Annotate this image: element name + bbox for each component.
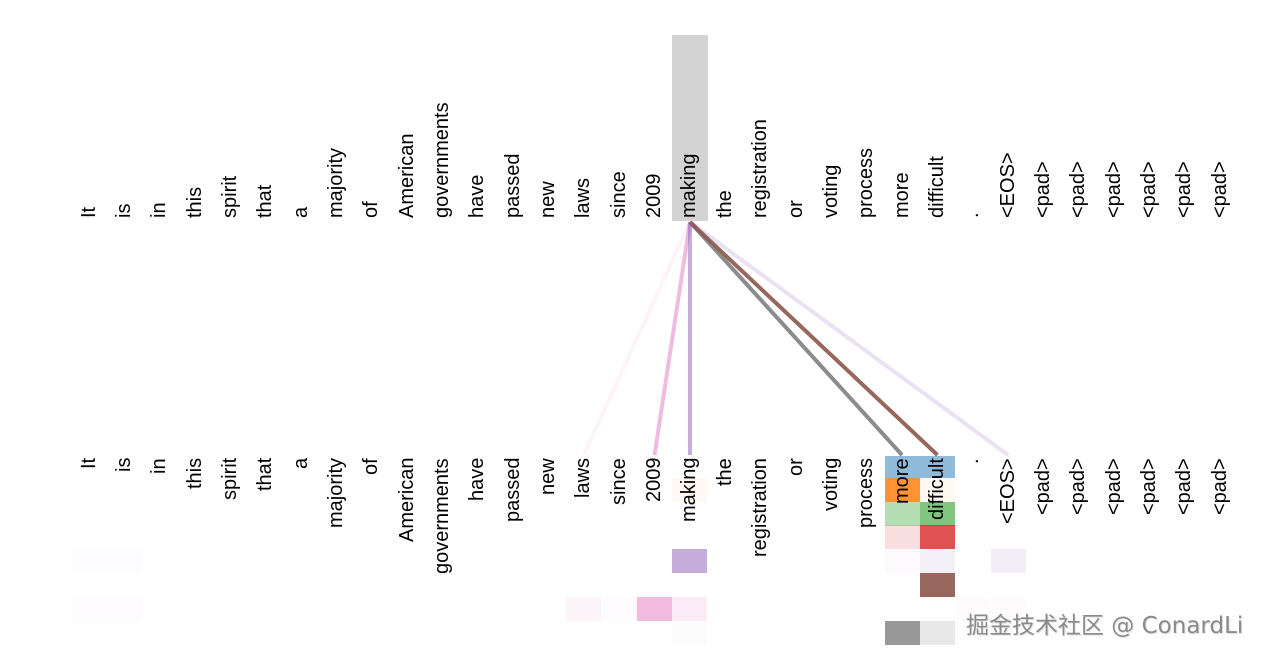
attention-cell xyxy=(672,597,708,621)
target-token[interactable]: voting xyxy=(819,458,842,512)
target-token[interactable]: this xyxy=(183,458,206,490)
target-token[interactable]: a xyxy=(289,458,312,470)
attention-line xyxy=(688,220,904,457)
attention-cell xyxy=(672,549,708,573)
source-token[interactable]: have xyxy=(466,174,489,218)
source-token[interactable]: process xyxy=(855,147,878,218)
source-token[interactable]: <pad> xyxy=(1138,161,1160,218)
attention-cell xyxy=(672,478,708,502)
source-token[interactable]: difficult xyxy=(925,156,948,218)
source-token[interactable]: . xyxy=(961,212,984,218)
target-token[interactable]: more xyxy=(890,458,913,504)
target-token[interactable]: is xyxy=(112,458,135,473)
attention-cell xyxy=(884,621,920,645)
attention-cell xyxy=(884,525,920,549)
source-token[interactable]: of xyxy=(360,201,383,218)
target-token[interactable]: spirit xyxy=(218,458,241,501)
source-token[interactable]: or xyxy=(784,200,807,218)
source-token[interactable]: making xyxy=(678,153,701,218)
target-token[interactable]: in xyxy=(148,458,171,474)
target-token[interactable]: making xyxy=(678,458,701,523)
target-token[interactable]: that xyxy=(254,458,277,492)
target-token[interactable]: 2009 xyxy=(643,458,666,503)
attention-line xyxy=(582,221,692,456)
target-token[interactable]: It xyxy=(77,458,100,470)
source-token[interactable]: more xyxy=(890,172,913,218)
source-token[interactable]: 2009 xyxy=(643,173,666,219)
source-token[interactable]: governments xyxy=(431,102,453,218)
source-token[interactable]: the xyxy=(713,190,736,218)
source-token[interactable]: <pad> xyxy=(1173,161,1196,218)
source-token[interactable]: <pad> xyxy=(1102,161,1125,218)
target-token[interactable]: since xyxy=(607,458,630,505)
source-token[interactable]: majority xyxy=(324,147,347,218)
attention-line xyxy=(688,220,1010,457)
attention-line xyxy=(688,220,939,457)
target-token[interactable]: passed xyxy=(501,458,524,523)
source-token[interactable]: spirit xyxy=(218,175,241,218)
target-token[interactable]: new xyxy=(537,458,560,495)
target-token[interactable]: the xyxy=(713,458,736,486)
attention-cell xyxy=(884,456,920,478)
target-token[interactable]: majority xyxy=(324,458,347,529)
attention-cell xyxy=(919,478,955,502)
target-token[interactable]: difficult xyxy=(925,458,948,520)
source-token[interactable]: is xyxy=(112,203,135,218)
target-token[interactable]: registration xyxy=(749,458,772,557)
source-token[interactable]: a xyxy=(289,206,312,218)
attention-cell xyxy=(884,478,920,502)
attention-cell xyxy=(884,502,920,526)
source-token[interactable]: <pad> xyxy=(1031,161,1054,218)
attention-cell xyxy=(919,621,955,645)
source-token[interactable]: voting xyxy=(819,164,842,218)
source-token[interactable]: new xyxy=(537,181,560,218)
attention-line xyxy=(652,221,692,456)
attention-cell xyxy=(919,456,955,478)
attention-cell xyxy=(566,597,602,621)
attention-cell xyxy=(637,597,673,621)
target-token[interactable]: or xyxy=(784,458,807,476)
source-token[interactable]: It xyxy=(77,206,100,218)
source-token[interactable]: <EOS> xyxy=(996,152,1019,218)
source-token[interactable]: passed xyxy=(501,153,524,219)
attention-cell xyxy=(919,549,955,573)
source-token[interactable]: this xyxy=(183,186,206,218)
source-token[interactable]: in xyxy=(148,202,171,218)
attention-cell xyxy=(919,502,955,526)
target-token[interactable]: laws xyxy=(572,458,595,499)
target-token[interactable]: American xyxy=(395,458,418,543)
target-token[interactable]: have xyxy=(466,458,489,502)
watermark: 掘金技术社区 @ ConardLi xyxy=(966,613,1244,639)
selected-token-highlight xyxy=(671,35,708,221)
target-token[interactable]: governments xyxy=(431,458,453,574)
source-token[interactable]: since xyxy=(607,171,630,218)
source-token[interactable]: <pad> xyxy=(1067,161,1090,218)
attention-cell xyxy=(919,573,955,597)
source-token[interactable]: that xyxy=(254,184,277,218)
source-token[interactable]: <pad> xyxy=(1208,161,1231,218)
attention-cell xyxy=(919,525,955,549)
attention-cell xyxy=(990,549,1026,573)
target-token[interactable]: process xyxy=(855,458,878,529)
source-token[interactable]: registration xyxy=(749,119,772,218)
source-token[interactable]: American xyxy=(395,133,418,218)
source-token[interactable]: laws xyxy=(572,177,595,218)
target-token[interactable]: of xyxy=(360,458,383,475)
